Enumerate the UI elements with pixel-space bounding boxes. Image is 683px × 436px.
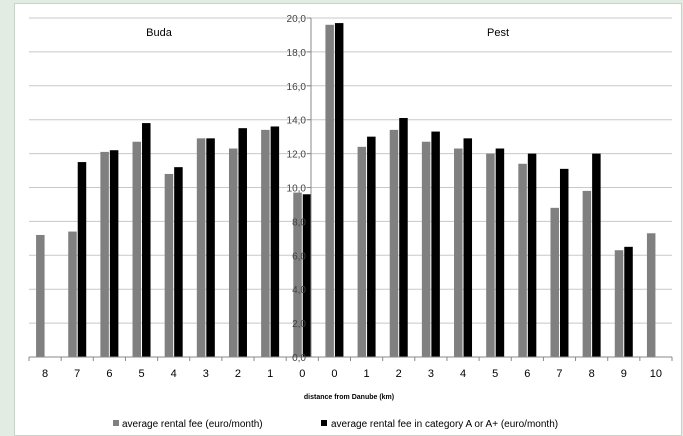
x-tick-label: 2 (235, 368, 241, 380)
x-tick-label: 2 (396, 368, 402, 380)
bar-average (421, 141, 431, 357)
bar-category-a (206, 138, 215, 357)
bar-average (550, 207, 559, 357)
x-tick-label: 7 (556, 368, 562, 380)
x-tick-label: 0 (299, 368, 305, 380)
region-label-pest: Pest (487, 27, 509, 39)
y-tick-label: 0,0 (292, 353, 306, 364)
bar-category-a (431, 131, 440, 357)
bar-category-a (624, 246, 633, 357)
bar-average (454, 148, 463, 357)
x-tick-label: 3 (428, 368, 434, 380)
legend-label-average: average rental fee (euro/month) (122, 419, 263, 430)
bar-average (357, 146, 367, 357)
bar-category-a (174, 167, 183, 357)
bar-category-a (77, 162, 87, 357)
x-tick-label: 1 (364, 368, 370, 380)
y-tick-label: 10,0 (287, 184, 307, 195)
bar-category-a (527, 153, 537, 357)
bar-average (261, 129, 270, 357)
region-label-buda: Buda (146, 27, 173, 39)
bar-category-a (238, 128, 247, 357)
x-tick-label: 6 (106, 368, 112, 380)
x-tick-label: 6 (524, 368, 530, 380)
bar-average (389, 129, 399, 357)
y-tick-label: 8,0 (292, 217, 306, 228)
x-tick-label: 10 (650, 368, 662, 380)
axes (28, 18, 673, 361)
legend-swatch-category-a (321, 420, 327, 426)
bar-average (36, 234, 45, 357)
y-tick-label: 6,0 (292, 251, 306, 262)
bar-average (100, 151, 109, 357)
x-tick-label: 9 (621, 368, 627, 380)
bar-category-a (109, 150, 119, 357)
x-tick-label: 8 (42, 368, 48, 380)
bar-average (68, 231, 77, 357)
y-tick-label: 2,0 (292, 319, 306, 330)
x-axis-title: distance from Danube (km) (304, 394, 394, 401)
bar-category-a (559, 168, 569, 357)
bar-average (614, 250, 624, 357)
x-tick-labels: 8 7 6 5 4 3 2 1 0 0 1 2 3 4 5 6 7 8 9 10 (42, 368, 662, 380)
chart-frame: 0,0 2,0 4,0 6,0 8,0 10,0 12,0 14,0 16,0 18,0 2 0,0 … (14, 3, 682, 436)
bar-average (228, 148, 238, 357)
bar-category-a (399, 118, 408, 357)
legend-label-category-a: average rental fee in category A or A+ (… (331, 419, 558, 430)
bar-category-a (463, 138, 473, 357)
bar-average (486, 153, 495, 357)
bar-average (582, 190, 592, 357)
bar-average (293, 192, 302, 357)
y-tick-label: 16,0 (287, 82, 307, 93)
legend-swatch-average (113, 420, 119, 426)
x-tick-label: 1 (267, 368, 273, 380)
y-tick-label: 20,0 (287, 14, 307, 25)
y-tick-labels: 0,0 2,0 4,0 6,0 8,0 10,0 12,0 14,0 16,0 18,0 20,0 (287, 14, 307, 364)
bar-category-a (592, 153, 601, 357)
gridlines (29, 17, 672, 358)
bar-average (164, 173, 174, 357)
x-tick-label: 8 (589, 368, 595, 380)
bar-category-a (302, 194, 312, 357)
y-tick-label: 12,0 (287, 150, 307, 161)
x-tick-label: 4 (460, 368, 466, 380)
bar-average (196, 138, 206, 357)
y-tick-label: 18,0 (287, 48, 307, 59)
y-tick-label: 4,0 (292, 285, 306, 296)
x-tick-label: 5 (138, 368, 144, 380)
x-tick-label: 4 (171, 368, 177, 380)
bar-category-a (334, 23, 344, 358)
x-tick-label: 0 (331, 368, 337, 380)
y-tick-label: 14,0 (287, 116, 307, 127)
bar-category-a (270, 126, 280, 357)
bar-chart: 0,0 2,0 4,0 6,0 8,0 10,0 12,0 14,0 16,0 18,0 2 0,0 … (28, 14, 673, 430)
x-tick-label: 5 (492, 368, 498, 380)
bar-category-a (495, 148, 505, 357)
x-tick-label: 3 (203, 368, 209, 380)
bar-average (518, 163, 527, 357)
bar-category-a (142, 123, 151, 357)
bar-average (646, 233, 656, 357)
bar-average (132, 141, 142, 357)
bars (36, 23, 656, 358)
bar-category-a (367, 136, 376, 357)
x-tick-label: 7 (74, 368, 80, 380)
bar-average (325, 24, 334, 358)
